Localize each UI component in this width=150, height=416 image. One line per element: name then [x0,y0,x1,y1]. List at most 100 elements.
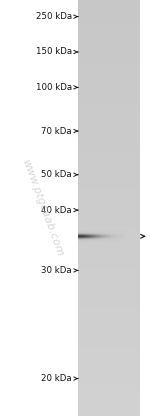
Bar [78,352,140,354]
Bar [78,84,140,86]
Bar [78,26,140,28]
Bar [78,305,140,307]
Bar [78,373,140,374]
Bar [78,68,140,69]
Bar [78,178,140,179]
Bar [78,25,140,26]
Bar [78,183,140,184]
Bar [78,230,140,232]
Bar [78,143,140,144]
Bar [78,236,140,237]
Bar [78,83,140,84]
Bar [78,267,140,269]
Bar [78,253,140,254]
Bar [78,190,140,191]
Bar [78,4,140,5]
Bar [78,216,140,218]
Bar [78,57,140,58]
Bar [78,338,140,340]
Bar [78,69,140,71]
Bar [78,311,140,312]
Bar [78,398,140,399]
Bar [78,370,140,371]
Bar [78,396,140,398]
Text: 100 kDa: 100 kDa [36,83,72,92]
Bar [78,280,140,282]
Bar [78,30,140,32]
Bar [78,366,140,367]
Bar [78,265,140,266]
Bar [78,218,140,219]
Bar [78,64,140,65]
Bar [78,119,140,121]
Bar [78,276,140,277]
Bar [78,96,140,97]
Bar [78,201,140,203]
Bar [78,14,140,15]
Bar [78,367,140,369]
Bar [78,351,140,352]
Bar [78,337,140,338]
Bar [78,29,140,30]
Bar [78,137,140,139]
Bar [78,197,140,198]
Bar [78,37,140,39]
Bar [78,153,140,154]
Text: 250 kDa: 250 kDa [36,12,72,21]
Bar [78,47,140,49]
Bar [78,415,140,416]
Bar [78,35,140,36]
Bar [78,390,140,391]
Bar [78,54,140,55]
Bar [78,209,140,211]
Text: www.ptgcaab.com: www.ptgcaab.com [20,158,64,258]
Bar [78,165,140,166]
Bar [78,161,140,162]
Bar [78,134,140,136]
Bar [78,250,140,251]
Bar [78,159,140,161]
Bar [78,312,140,313]
Bar [78,241,140,243]
Bar [78,198,140,200]
Bar [78,53,140,54]
Bar [78,238,140,240]
Bar [78,11,140,12]
Bar [78,223,140,225]
Bar [78,342,140,344]
Bar [78,55,140,57]
Bar [78,273,140,275]
Bar [78,300,140,301]
Bar [78,225,140,226]
Bar [78,99,140,100]
Bar [78,90,140,92]
Bar [78,383,140,384]
Bar [78,7,140,8]
Bar [78,45,140,46]
Bar [78,369,140,370]
Bar [78,207,140,208]
Bar [78,381,140,383]
Bar [78,362,140,363]
Bar [78,204,140,205]
Bar [78,374,140,376]
Bar [78,97,140,99]
Bar [78,87,140,89]
Bar [78,379,140,380]
Bar [78,58,140,59]
Bar [78,126,140,128]
Bar [78,377,140,379]
Bar [78,140,140,141]
Bar [78,0,140,1]
Bar [78,229,140,230]
Bar [78,114,140,115]
Bar [78,1,140,3]
Bar [78,286,140,287]
Bar [78,100,140,101]
Bar [78,361,140,362]
Bar [78,168,140,169]
Bar [78,322,140,323]
Bar [78,200,140,201]
Bar [78,326,140,327]
Bar [78,67,140,68]
